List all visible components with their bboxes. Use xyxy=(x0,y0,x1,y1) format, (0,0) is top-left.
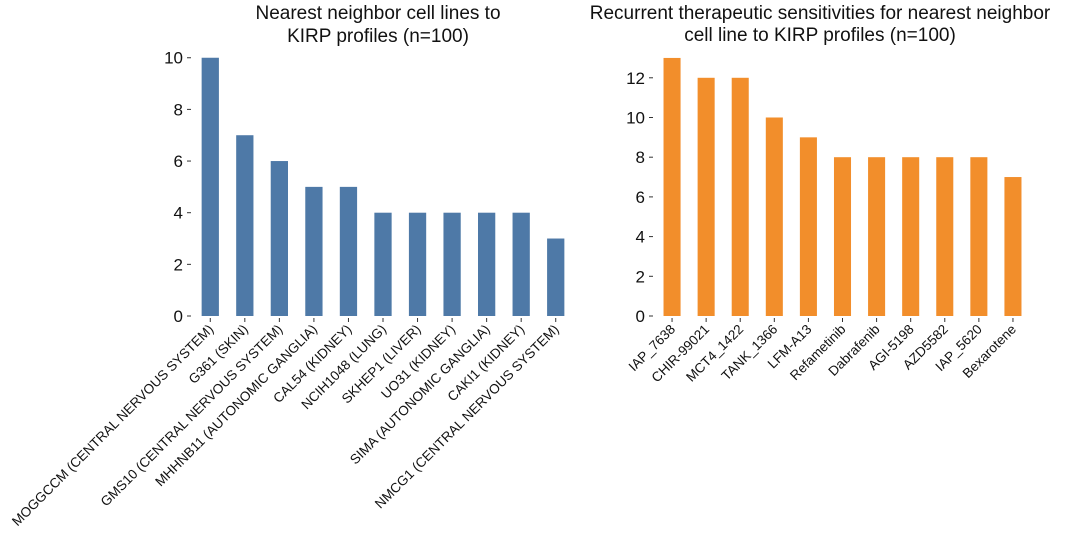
chart-title-line: Recurrent therapeutic sensitivities for … xyxy=(590,3,1051,24)
y-tick-label: 2 xyxy=(636,267,645,286)
bar xyxy=(512,212,530,316)
bar xyxy=(408,212,427,316)
chart-title-line: KIRP profiles (n=100) xyxy=(287,26,469,47)
y-tick-label: 6 xyxy=(174,152,183,171)
bar xyxy=(339,186,358,316)
y-tick-label: 10 xyxy=(626,108,645,127)
chart-title-line: Nearest neighbor cell lines to xyxy=(255,3,500,24)
bar xyxy=(270,161,288,316)
bar xyxy=(799,137,817,316)
bar xyxy=(765,117,783,316)
bar xyxy=(868,157,886,316)
right-chart-panel: Recurrent therapeutic sensitivities for … xyxy=(590,3,1051,385)
y-tick-label: 12 xyxy=(626,69,645,88)
y-tick-label: 8 xyxy=(174,100,183,119)
bar xyxy=(478,212,496,316)
y-tick-label: 4 xyxy=(174,204,183,223)
bar xyxy=(443,212,461,316)
bar xyxy=(201,57,219,317)
y-tick-label: 0 xyxy=(174,307,183,326)
bar xyxy=(970,157,988,316)
bar xyxy=(731,77,749,316)
bar xyxy=(547,238,565,316)
bar xyxy=(305,186,323,316)
bar xyxy=(374,212,392,316)
y-tick-label: 0 xyxy=(636,307,645,326)
bar xyxy=(697,77,715,316)
y-tick-label: 2 xyxy=(174,255,183,274)
y-tick-label: 8 xyxy=(636,148,645,167)
bar xyxy=(1004,177,1022,316)
bar xyxy=(663,57,681,316)
y-tick-label: 10 xyxy=(164,49,183,68)
bar xyxy=(236,135,254,316)
y-tick-label: 4 xyxy=(636,228,645,247)
y-tick-label: 6 xyxy=(636,188,645,207)
chart-title-line: cell line to KIRP profiles (n=100) xyxy=(684,25,956,46)
bar xyxy=(833,157,852,316)
bar xyxy=(936,157,954,316)
bar xyxy=(902,157,920,316)
